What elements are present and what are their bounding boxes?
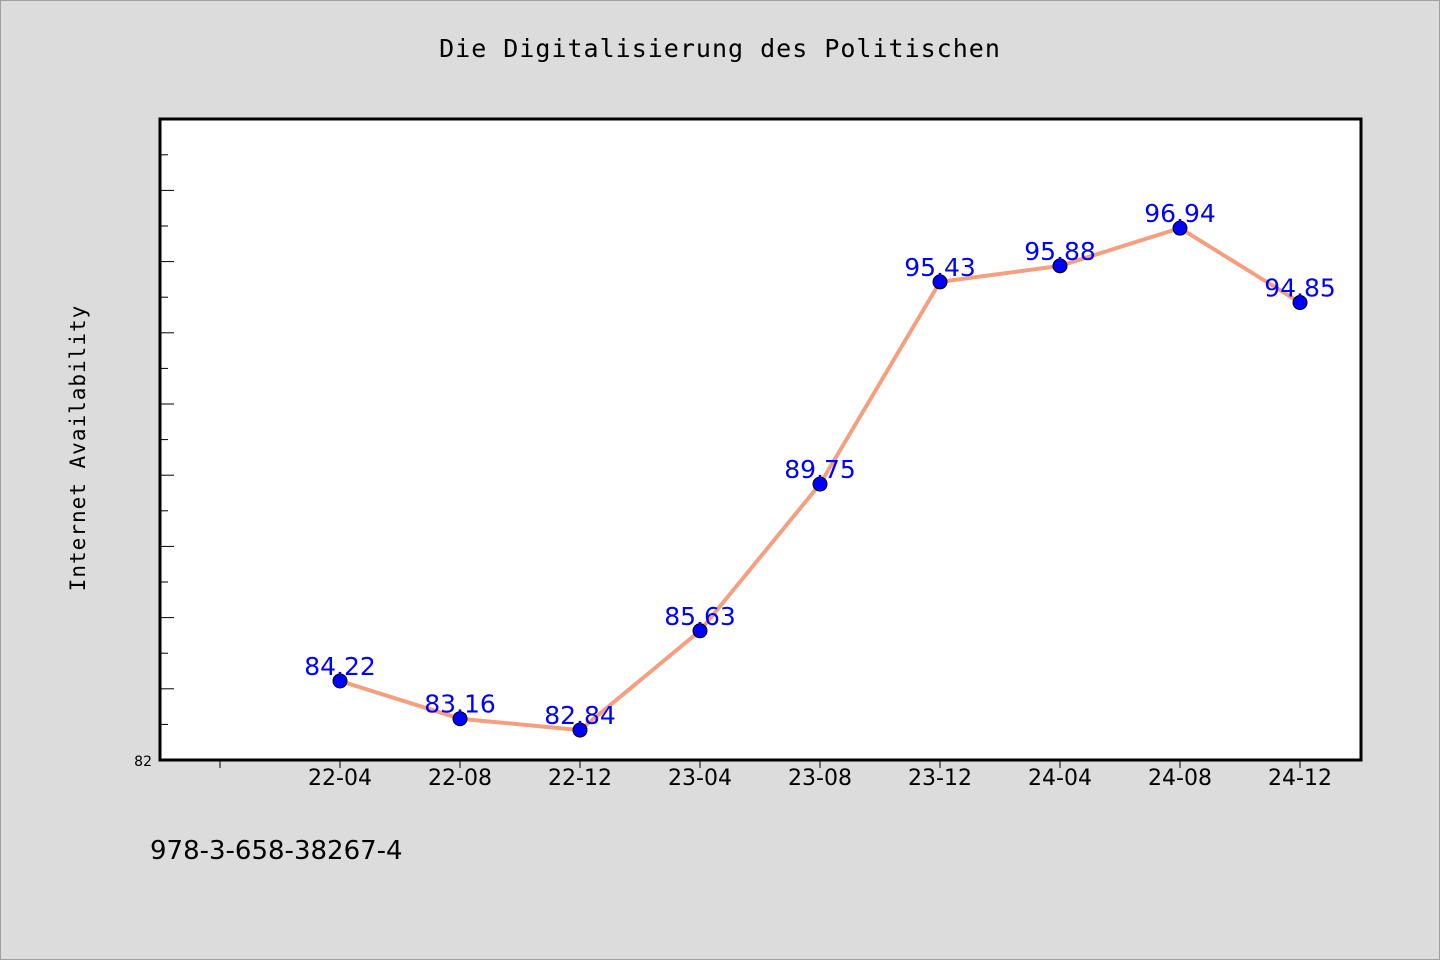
x-tick-label: 24-08 xyxy=(1148,766,1212,791)
x-tick-label: 24-04 xyxy=(1028,766,1092,791)
data-point xyxy=(332,673,348,689)
data-point xyxy=(1052,258,1068,274)
chart-title: Die Digitalisierung des Politischen xyxy=(439,34,1001,63)
data-point xyxy=(1172,220,1188,236)
data-label: 83.16 xyxy=(424,690,496,719)
x-tick-label: 24-12 xyxy=(1268,766,1332,791)
x-tick-label: 22-08 xyxy=(428,766,492,791)
isbn-label: 978-3-658-38267-4 xyxy=(150,836,403,866)
data-label: 96.94 xyxy=(1144,199,1216,228)
y-tick-label: 82 xyxy=(134,754,152,770)
plot-area xyxy=(158,117,1363,762)
data-label: 95.43 xyxy=(904,253,976,282)
data-point xyxy=(812,476,828,492)
data-label: 89.75 xyxy=(784,455,856,484)
data-label: 82.84 xyxy=(544,701,616,730)
data-label: 85.63 xyxy=(664,602,736,631)
data-label: 94.85 xyxy=(1264,274,1336,303)
data-point xyxy=(572,722,588,738)
data-label: 84.22 xyxy=(304,652,376,681)
x-tick-label: 22-04 xyxy=(308,766,372,791)
data-point xyxy=(452,711,468,727)
x-tick-label: 23-04 xyxy=(668,766,732,791)
x-tick-label: 22-12 xyxy=(548,766,612,791)
data-point xyxy=(692,623,708,639)
data-label: 95.88 xyxy=(1024,237,1096,266)
data-point xyxy=(932,274,948,290)
data-point xyxy=(1292,295,1308,311)
x-tick-label: 23-08 xyxy=(788,766,852,791)
x-tick-label: 23-12 xyxy=(908,766,972,791)
